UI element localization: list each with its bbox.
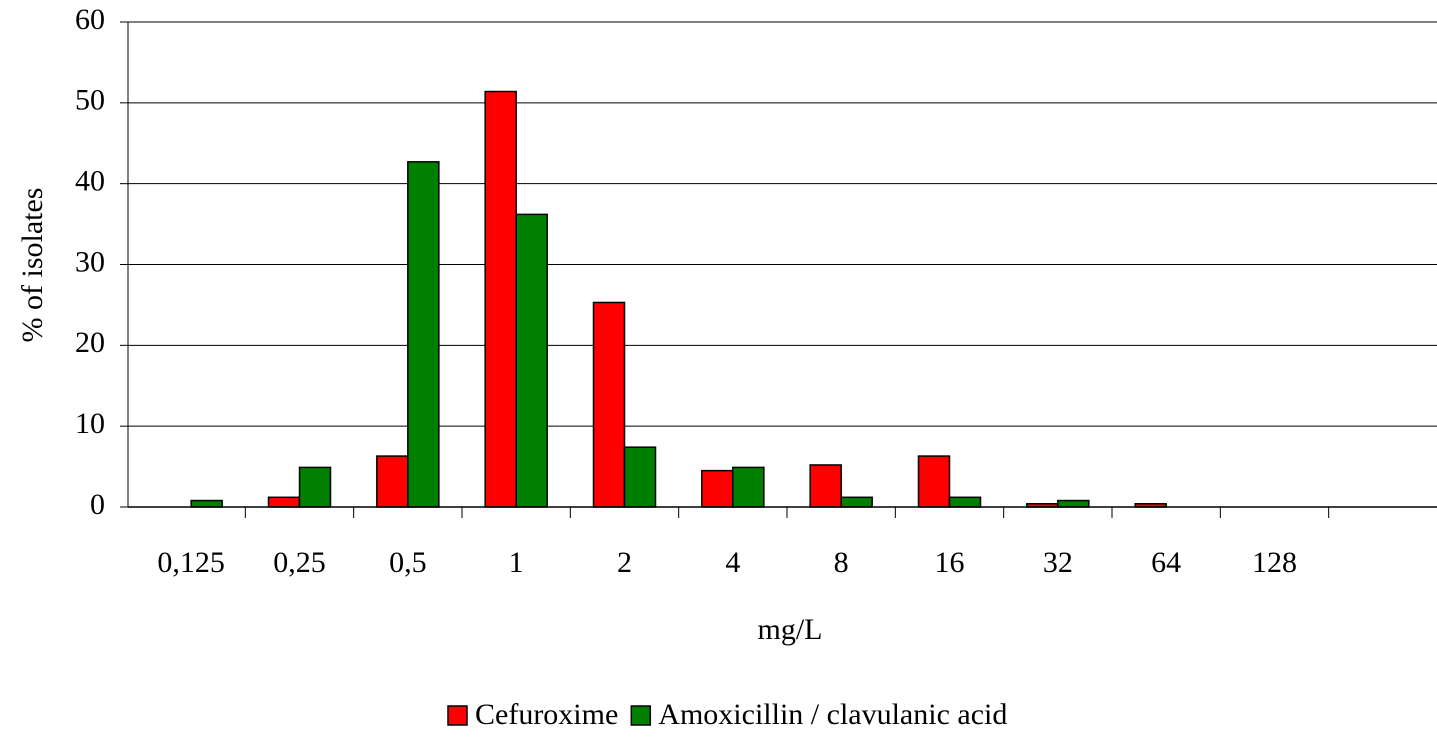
x-tick-label: 4 <box>725 546 740 579</box>
bar <box>484 90 517 508</box>
y-tick-label: 40 <box>75 165 105 198</box>
bar <box>376 455 409 508</box>
bar <box>592 301 626 508</box>
bar <box>1057 499 1090 508</box>
legend-label: Cefuroxime <box>475 698 618 731</box>
x-tick-label: 8 <box>834 546 849 579</box>
bar <box>267 496 301 508</box>
y-tick-label: 0 <box>90 488 105 521</box>
bar <box>407 161 440 508</box>
x-tick-label: 128 <box>1252 546 1297 579</box>
bar <box>190 499 223 508</box>
legend-swatch <box>447 705 468 726</box>
bar <box>515 213 548 508</box>
x-tick-label: 0,125 <box>157 546 225 579</box>
x-axis-label: mg/L <box>758 613 823 646</box>
x-tick-label: 0,5 <box>389 546 427 579</box>
x-tick-label: 16 <box>935 546 965 579</box>
y-tick-label: 30 <box>75 245 105 278</box>
legend-swatch <box>630 705 652 726</box>
bar <box>298 466 332 508</box>
bar <box>917 455 951 508</box>
bar <box>732 466 765 508</box>
y-tick-label: 10 <box>75 407 105 440</box>
bar <box>701 469 734 508</box>
bar <box>809 464 842 508</box>
y-tick-label: 60 <box>75 3 105 36</box>
x-tick-label: 2 <box>617 546 632 579</box>
y-tick-label: 20 <box>75 326 105 359</box>
x-tick-label: 1 <box>509 546 524 579</box>
y-axis-label: % of isolates <box>16 188 49 343</box>
legend-label: Amoxicillin / clavulanic acid <box>658 698 1007 731</box>
x-tick-label: 64 <box>1151 546 1181 579</box>
y-tick-label: 50 <box>75 84 105 117</box>
bar <box>948 496 982 508</box>
x-tick-label: 0,25 <box>273 546 326 579</box>
bar <box>840 496 873 508</box>
x-tick-label: 32 <box>1043 546 1073 579</box>
bar <box>623 446 657 508</box>
